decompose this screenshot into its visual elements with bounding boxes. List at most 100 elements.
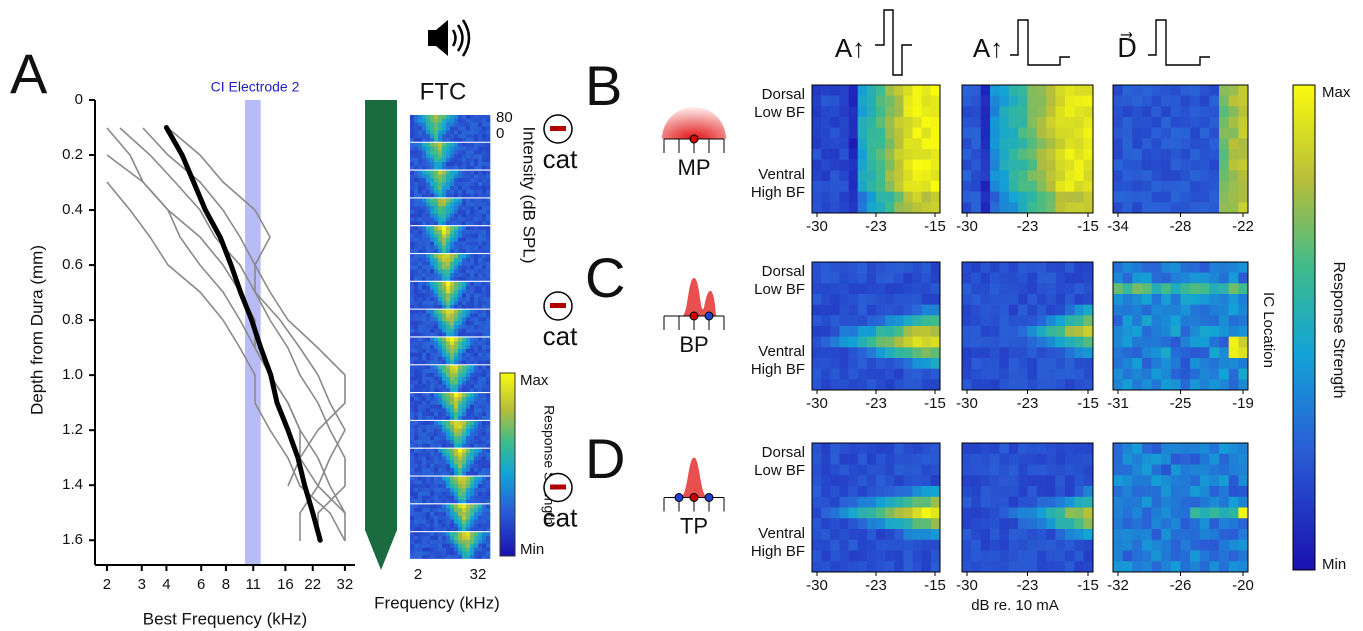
ftc-cell <box>426 310 430 314</box>
ftc-cell <box>446 134 450 138</box>
ftc-cell <box>458 325 462 329</box>
ftc-cell <box>482 496 486 500</box>
heatmap-cell <box>1009 347 1019 358</box>
ftc-cell <box>418 360 422 364</box>
ftc-cell <box>434 449 438 453</box>
heatmap-cell <box>931 465 940 476</box>
ftc-cell <box>466 150 470 154</box>
heatmap-cell <box>1132 529 1142 540</box>
ftc-cell <box>414 333 418 337</box>
heatmap-cell <box>867 160 876 171</box>
ftc-cell <box>434 555 438 559</box>
heatmap-cell <box>830 273 839 284</box>
heatmap-cell <box>867 85 876 96</box>
ftc-cell <box>466 286 470 290</box>
ftc-cell <box>474 198 478 202</box>
heatmap-cell <box>885 138 894 149</box>
heatmap-cell <box>990 106 1000 117</box>
ftc-cell <box>482 397 486 401</box>
ftc-cell <box>454 504 458 508</box>
ftc-cell <box>458 540 462 544</box>
ftc-cell <box>458 500 462 504</box>
ftc-cell <box>454 349 458 353</box>
heatmap-cell <box>1209 283 1219 294</box>
ftc-cell <box>410 393 414 397</box>
ftc-cell <box>430 532 434 536</box>
heatmap-cell <box>931 508 940 519</box>
ftc-cell <box>410 329 414 333</box>
heatmap-cell <box>1132 326 1142 337</box>
heatmap-cell <box>1181 149 1191 160</box>
ftc-cell <box>410 290 414 294</box>
ftc-cell <box>442 325 446 329</box>
heatmap-cell <box>1065 529 1075 540</box>
ftc-cell <box>482 338 486 342</box>
ftc-cell <box>430 393 434 397</box>
ftc-cell <box>466 249 470 253</box>
heatmap-cell <box>812 486 821 497</box>
ftc-cell <box>426 345 430 349</box>
heatmap-cell <box>1209 337 1219 348</box>
heatmap-cell <box>1200 347 1210 358</box>
heatmap-cell <box>1009 508 1019 519</box>
heatmap-cell <box>999 486 1009 497</box>
y-tick-label: 1.4 <box>62 476 83 493</box>
ftc-cell <box>466 536 470 540</box>
ftc-cell <box>474 512 478 516</box>
heatmap-cell <box>894 486 903 497</box>
ftc-cell <box>450 421 454 425</box>
ftc-cell <box>482 242 486 246</box>
ftc-cell <box>414 269 418 273</box>
heatmap-cell <box>885 128 894 139</box>
ftc-cell <box>426 532 430 536</box>
ftc-cell <box>466 301 470 305</box>
ftc-cell <box>418 381 422 385</box>
heatmap-cell <box>1200 128 1210 139</box>
ftc-title: FTC <box>420 78 467 105</box>
heatmap-cell <box>903 192 912 203</box>
ftc-cell <box>414 150 418 154</box>
heatmap-cell <box>1123 497 1133 508</box>
heatmap-cell <box>922 160 931 171</box>
ftc-cell <box>458 440 462 444</box>
ftc-cell <box>482 282 486 286</box>
ftc-cell <box>442 290 446 294</box>
ftc-cell <box>414 154 418 158</box>
ftc-cell <box>422 401 426 405</box>
ftc-cell <box>426 477 430 481</box>
ftc-cell <box>426 194 430 198</box>
heatmap-cell <box>1190 96 1200 107</box>
heatmap-cell <box>981 518 991 529</box>
ftc-cell <box>422 123 426 127</box>
heatmap-cell <box>1084 529 1094 540</box>
ftc-cell <box>434 429 438 433</box>
ftc-cell <box>450 384 454 388</box>
ftc-cell <box>438 147 442 151</box>
ftc-cell <box>482 238 486 242</box>
stimulus-label: A↑ <box>973 33 1003 63</box>
ftc-cell <box>430 341 434 345</box>
heatmap-cell <box>1113 497 1123 508</box>
heatmap-cell <box>867 475 876 486</box>
heatmap-cell <box>903 294 912 305</box>
heatmap-cell <box>1152 518 1162 529</box>
ftc-cell <box>462 226 466 230</box>
ftc-cell <box>442 238 446 242</box>
heatmap-cell <box>1181 486 1191 497</box>
ftc-cell <box>450 210 454 214</box>
ftc-cell <box>430 325 434 329</box>
ftc-cell <box>486 484 490 488</box>
ftc-cell <box>418 190 422 194</box>
heatmap-cell <box>1219 551 1229 562</box>
heatmap-cell <box>1113 529 1123 540</box>
ftc-cell <box>438 401 442 405</box>
heatmap-cell <box>1084 305 1094 316</box>
ftc-cell <box>462 532 466 536</box>
ftc-cell <box>474 162 478 166</box>
heatmap-cell <box>903 475 912 486</box>
heatmap-cell <box>1074 315 1084 326</box>
heatmap-cell <box>990 454 1000 465</box>
ftc-cell <box>418 456 422 460</box>
heatmap-cell <box>981 379 991 390</box>
ftc-cell <box>438 325 442 329</box>
